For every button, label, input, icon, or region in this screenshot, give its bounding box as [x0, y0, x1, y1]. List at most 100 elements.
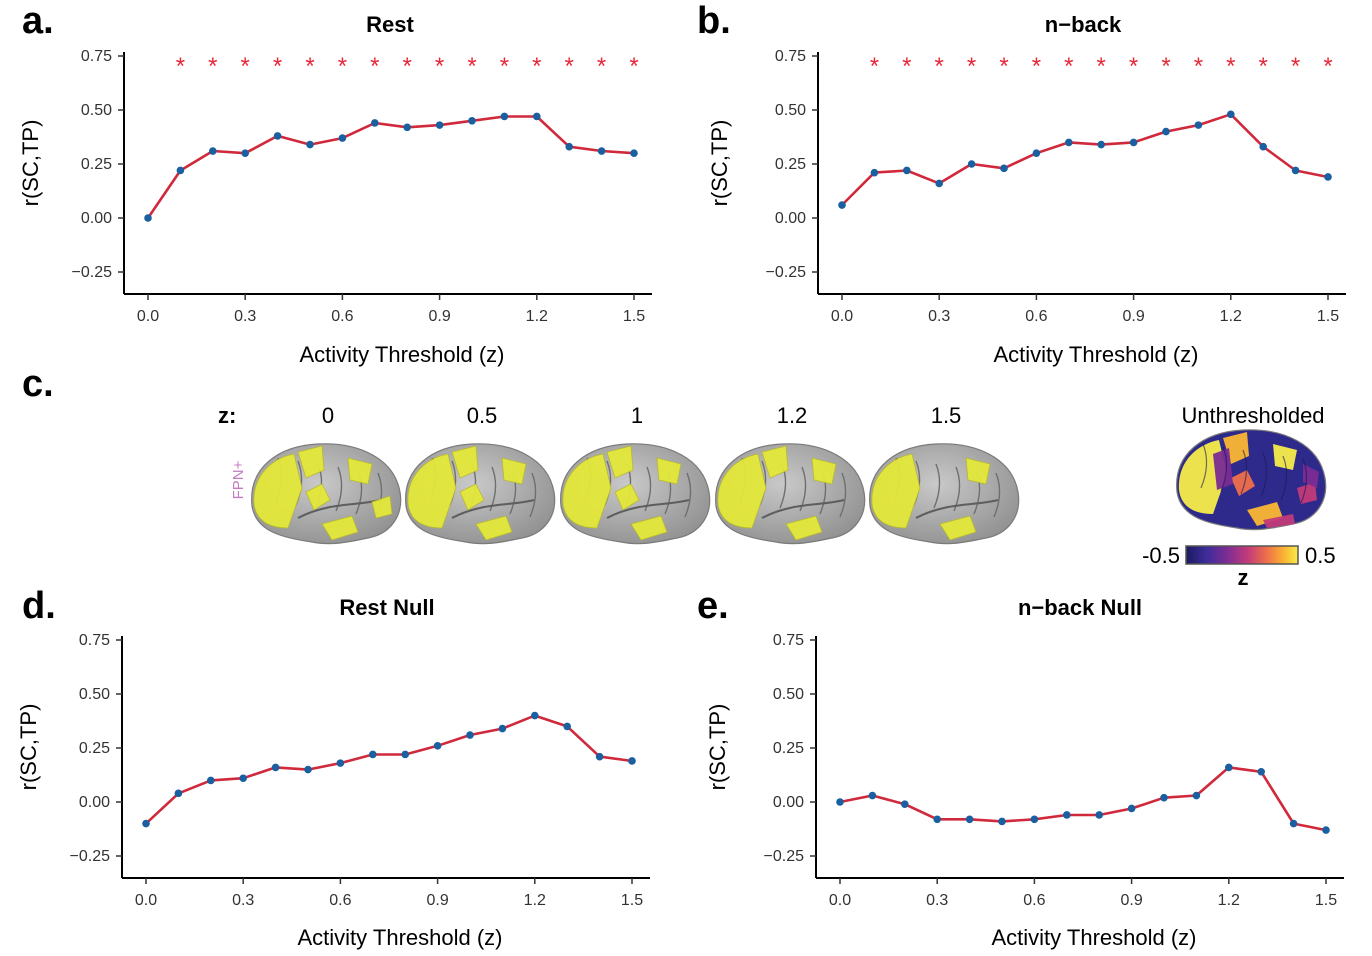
data-point [533, 112, 541, 121]
activation-patch [761, 445, 789, 479]
activation-patch [1303, 464, 1319, 488]
data-point [1030, 815, 1039, 824]
sulcus-line [953, 466, 961, 512]
y-tick-label: 0.00 [81, 210, 112, 227]
data-point [1127, 804, 1136, 813]
activation-patch [1231, 470, 1255, 496]
activation-patch [475, 515, 513, 541]
x-tick-label: 1.5 [623, 308, 645, 325]
x-tick-label: 0.3 [232, 892, 254, 909]
data-point [531, 711, 539, 720]
x-tick-label: 0.0 [135, 892, 157, 909]
activation-patch [811, 457, 837, 485]
significance-star: * [532, 53, 541, 80]
data-point [1000, 164, 1008, 173]
x-tick-label: 0.6 [1023, 892, 1045, 909]
colorbar-z-label: z [1238, 565, 1249, 590]
sulcus-line [1240, 449, 1248, 495]
activation-patch [965, 457, 991, 485]
significance-star: * [999, 53, 1008, 80]
data-point [144, 214, 152, 222]
activation-patch [562, 453, 612, 529]
sulcus-line [1260, 452, 1268, 498]
significance-star: * [500, 53, 509, 80]
sulcus-line [644, 466, 652, 512]
x-tick-label: 0.0 [831, 308, 853, 325]
data-point [903, 166, 911, 175]
brain-map-thresholded [560, 443, 711, 545]
x-tick-label: 0.9 [428, 308, 450, 325]
data-point [1194, 121, 1203, 129]
activation-patch [321, 515, 359, 541]
activation-patch [459, 483, 485, 511]
data-point [901, 800, 909, 808]
sulcus-line [839, 472, 847, 518]
x-tick-label: 1.2 [524, 892, 546, 909]
data-point [403, 123, 412, 132]
significance-star: * [338, 53, 347, 80]
y-tick-label: 0.00 [773, 794, 804, 811]
data-point [998, 817, 1006, 826]
data-point [1129, 138, 1138, 147]
data-point [868, 791, 877, 800]
activation-patch [407, 453, 457, 529]
x-tick-label: 1.5 [621, 892, 643, 909]
brain-map-thresholded [715, 443, 866, 545]
sulcus-line [1280, 455, 1288, 501]
sulcus-line [799, 466, 807, 512]
sulcus-line [993, 472, 1001, 518]
data-point [1162, 127, 1170, 136]
data-point [1160, 793, 1168, 802]
y-tick-label: 0.25 [79, 740, 110, 757]
x-tick-label: 0.3 [926, 892, 948, 909]
data-point [1289, 819, 1298, 828]
activation-patch [1263, 514, 1295, 528]
x-axis-label: Activity Threshold (z) [994, 342, 1199, 367]
data-point [209, 147, 217, 155]
x-tick-label: 0.3 [234, 308, 256, 325]
panel-label-a: a. [22, 0, 54, 42]
threshold-label: 1 [631, 403, 643, 428]
significance-star: * [1226, 53, 1235, 80]
data-point [273, 132, 282, 140]
significance-star: * [1129, 53, 1138, 80]
y-tick-label: −0.25 [766, 264, 807, 281]
chart-rest-null: Rest Null 0.75 0.50 0.25 0.00 −0.25 0.0 0.3 0.6 0… [16, 595, 650, 950]
significance-star: * [1194, 53, 1203, 80]
activation-patch [1213, 448, 1233, 490]
brain-row: z: FPN+ Unthresholded -0.5 0.5 z 0 0.5 1 1.… [218, 403, 1336, 590]
panel-label-e: e. [697, 585, 729, 627]
chart-nback: n−back 0.75 0.50 0.25 0.00 −0.25 0.0 0.3 0.6 0.9 1… [707, 12, 1346, 367]
data-point [498, 724, 507, 733]
data-point [597, 147, 606, 155]
colorbar [1185, 545, 1299, 565]
data-point [142, 819, 150, 828]
sylvian-fissure [915, 499, 999, 519]
significance-star: * [629, 53, 638, 80]
sulcus-line [489, 466, 497, 512]
significance-star: * [1064, 53, 1073, 80]
brain-map-thresholded [405, 443, 556, 545]
panel-label-c: c. [22, 363, 54, 405]
y-tick-label: 0.75 [79, 632, 110, 649]
activation-patch [606, 445, 634, 479]
y-tick-label: 0.00 [775, 210, 806, 227]
data-point [1225, 763, 1233, 772]
sylvian-fissure [761, 499, 845, 519]
data-point [838, 201, 846, 209]
x-tick-label: 1.5 [1315, 892, 1337, 909]
x-tick-label: 1.5 [1317, 308, 1339, 325]
x-tick-label: 0.0 [829, 892, 851, 909]
data-point [967, 160, 976, 168]
activation-patch [253, 453, 303, 529]
significance-star: * [1259, 53, 1268, 80]
activation-patch [1297, 482, 1317, 504]
significance-star: * [565, 53, 574, 80]
chart-rest: Rest 0.75 0.50 0.25 0.00 −0.25 0.0 0.3 0.6 0.9 1.2… [18, 12, 652, 367]
y-axis-label: r(SC,TP) [16, 704, 41, 791]
data-point [1192, 791, 1201, 800]
activation-patch [451, 445, 479, 479]
y-tick-label: 0.75 [773, 632, 804, 649]
y-tick-label: 0.00 [79, 794, 110, 811]
